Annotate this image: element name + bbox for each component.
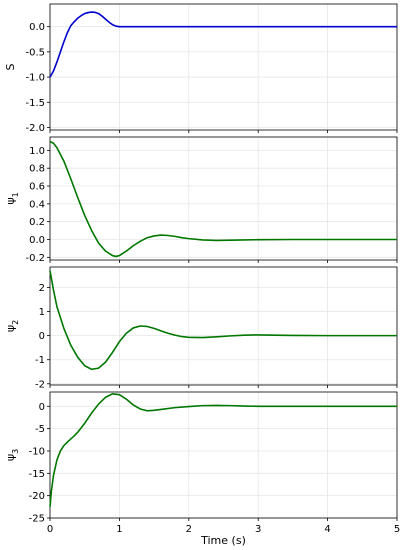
y-tick-label: 0	[39, 402, 45, 413]
x-axis-label: Time (s)	[200, 534, 246, 547]
y-tick-label: -0.5	[25, 47, 45, 58]
series-line	[49, 140, 397, 258]
x-tick-label: 3	[255, 524, 261, 535]
y-tick-label: -2	[35, 379, 45, 390]
y-tick-label: 0.2	[29, 217, 45, 228]
y-tick-label: -2.0	[25, 123, 45, 134]
y-tick-label: -20	[29, 491, 45, 502]
x-tick-label: 5	[394, 524, 400, 535]
y-tick-label: -1.5	[25, 98, 45, 109]
y-tick-label: 0.0	[29, 235, 45, 246]
y-tick-label: 0.4	[29, 199, 45, 210]
y-tick-label: 1.0	[29, 146, 45, 157]
series-line	[49, 392, 397, 507]
y-tick-label: 0.0	[29, 22, 45, 33]
y-tick-label: 1	[39, 307, 45, 318]
y-tick-label: 0	[39, 331, 45, 342]
plot-frame	[49, 266, 398, 386]
y-tick-label: 0.6	[29, 182, 45, 193]
y-tick-label: -5	[35, 424, 45, 435]
y-axis-label: ψ2	[4, 320, 20, 332]
y-tick-label: 2	[39, 283, 45, 294]
series-line	[49, 270, 397, 371]
y-tick-label: -0.2	[25, 253, 45, 264]
y-tick-label: -10	[29, 446, 45, 457]
x-tick-label: 4	[324, 524, 330, 535]
x-tick-label: 1	[116, 524, 122, 535]
plot-frame	[49, 3, 398, 131]
y-axis-label: ψ1	[4, 192, 20, 204]
x-tick-label: 2	[186, 524, 192, 535]
y-tick-label: -25	[29, 514, 45, 525]
y-tick-label: -1.0	[25, 73, 45, 84]
plot-frame	[49, 136, 398, 261]
y-tick-label: 0.8	[29, 164, 45, 175]
y-axis-label: S	[4, 63, 17, 70]
series-line	[49, 11, 397, 78]
plot-frame	[49, 391, 398, 519]
y-axis-label: ψ3	[4, 449, 20, 461]
y-tick-label: -15	[29, 469, 45, 480]
y-tick-label: -1	[35, 355, 45, 366]
x-tick-label: 0	[47, 524, 53, 535]
